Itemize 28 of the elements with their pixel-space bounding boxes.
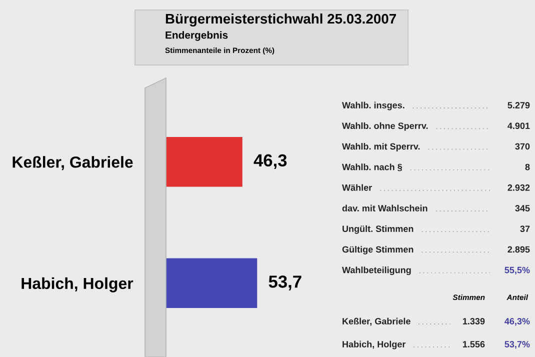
text: 2.895 (508, 246, 530, 253)
text: Gültige Stimmen (342, 246, 414, 254)
chart-subtitle: Endergebnis (166, 31, 228, 41)
text: Habich, Holger (342, 340, 406, 350)
text: Wähler (342, 184, 372, 191)
text: Wahlb. nach § (342, 164, 402, 172)
text: Keßler, Gabriele (342, 318, 410, 326)
text: 5.279 (508, 102, 530, 108)
text: Wahlb. mit Sperrv. (342, 142, 420, 152)
text: 1.339 (462, 318, 485, 324)
text: 55,5% (504, 266, 530, 275)
text: Ungült. Stimmen (342, 225, 414, 234)
data-label: 46,3 (254, 154, 287, 170)
text: 53,7% (504, 341, 530, 349)
text: 2.932 (508, 184, 530, 191)
text: 37 (520, 226, 530, 232)
text: dav. mit Wahlschein (342, 204, 428, 212)
text: 370 (515, 143, 530, 150)
data-label: 53,7 (268, 276, 302, 290)
text: 46,3% (504, 318, 530, 326)
text: 4.901 (508, 122, 530, 130)
text: Wahlb. ohne Sperrv. (342, 122, 428, 131)
text: 345 (515, 205, 530, 212)
text: Wahlb. insges. (342, 102, 404, 110)
text: Wahlbeteiligung (342, 266, 411, 276)
text: 8 (525, 164, 530, 170)
chart-title: Bürgermeisterstichwahl 25.03.2007 (166, 13, 396, 27)
text: 1.556 (462, 341, 485, 348)
